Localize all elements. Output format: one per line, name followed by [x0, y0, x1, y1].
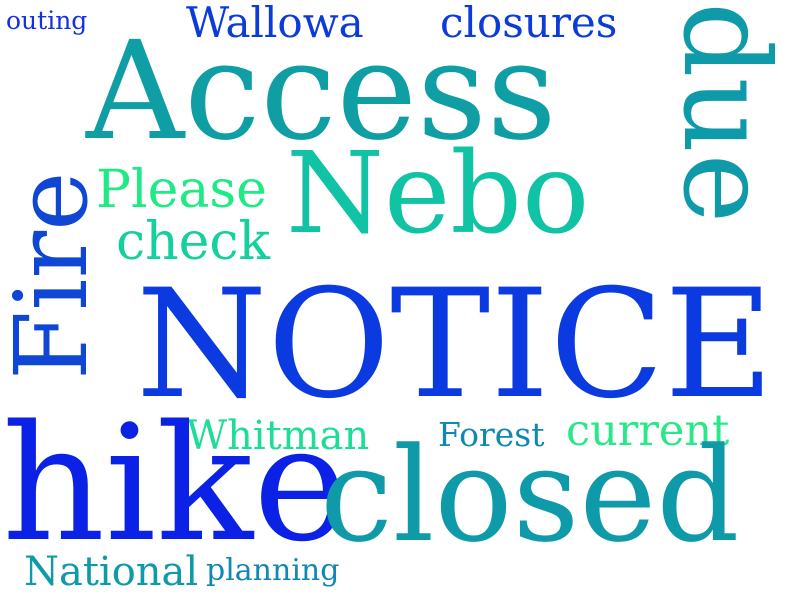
word-fire-text: Fire — [0, 171, 110, 380]
word-due-text: due — [657, 2, 795, 224]
word-notice: NOTICE — [136, 258, 774, 432]
word-nebo: Nebo — [286, 129, 590, 259]
word-wallowa: Wallowa — [186, 0, 364, 47]
word-closures: closures — [440, 0, 618, 47]
word-hike: hike — [2, 390, 348, 577]
word-outing: outing — [6, 6, 88, 35]
word-due: due — [657, 2, 800, 223]
word-planning: planning — [206, 553, 340, 588]
word-whitman: Whitman — [186, 413, 370, 459]
word-current: current — [566, 406, 730, 456]
word-please: Please — [96, 160, 267, 220]
word-closed: closed — [320, 419, 740, 571]
word-forest: Forest — [438, 415, 545, 454]
word-national: National — [24, 549, 199, 595]
word-access: Access — [86, 13, 557, 171]
word-check: check — [116, 212, 271, 272]
